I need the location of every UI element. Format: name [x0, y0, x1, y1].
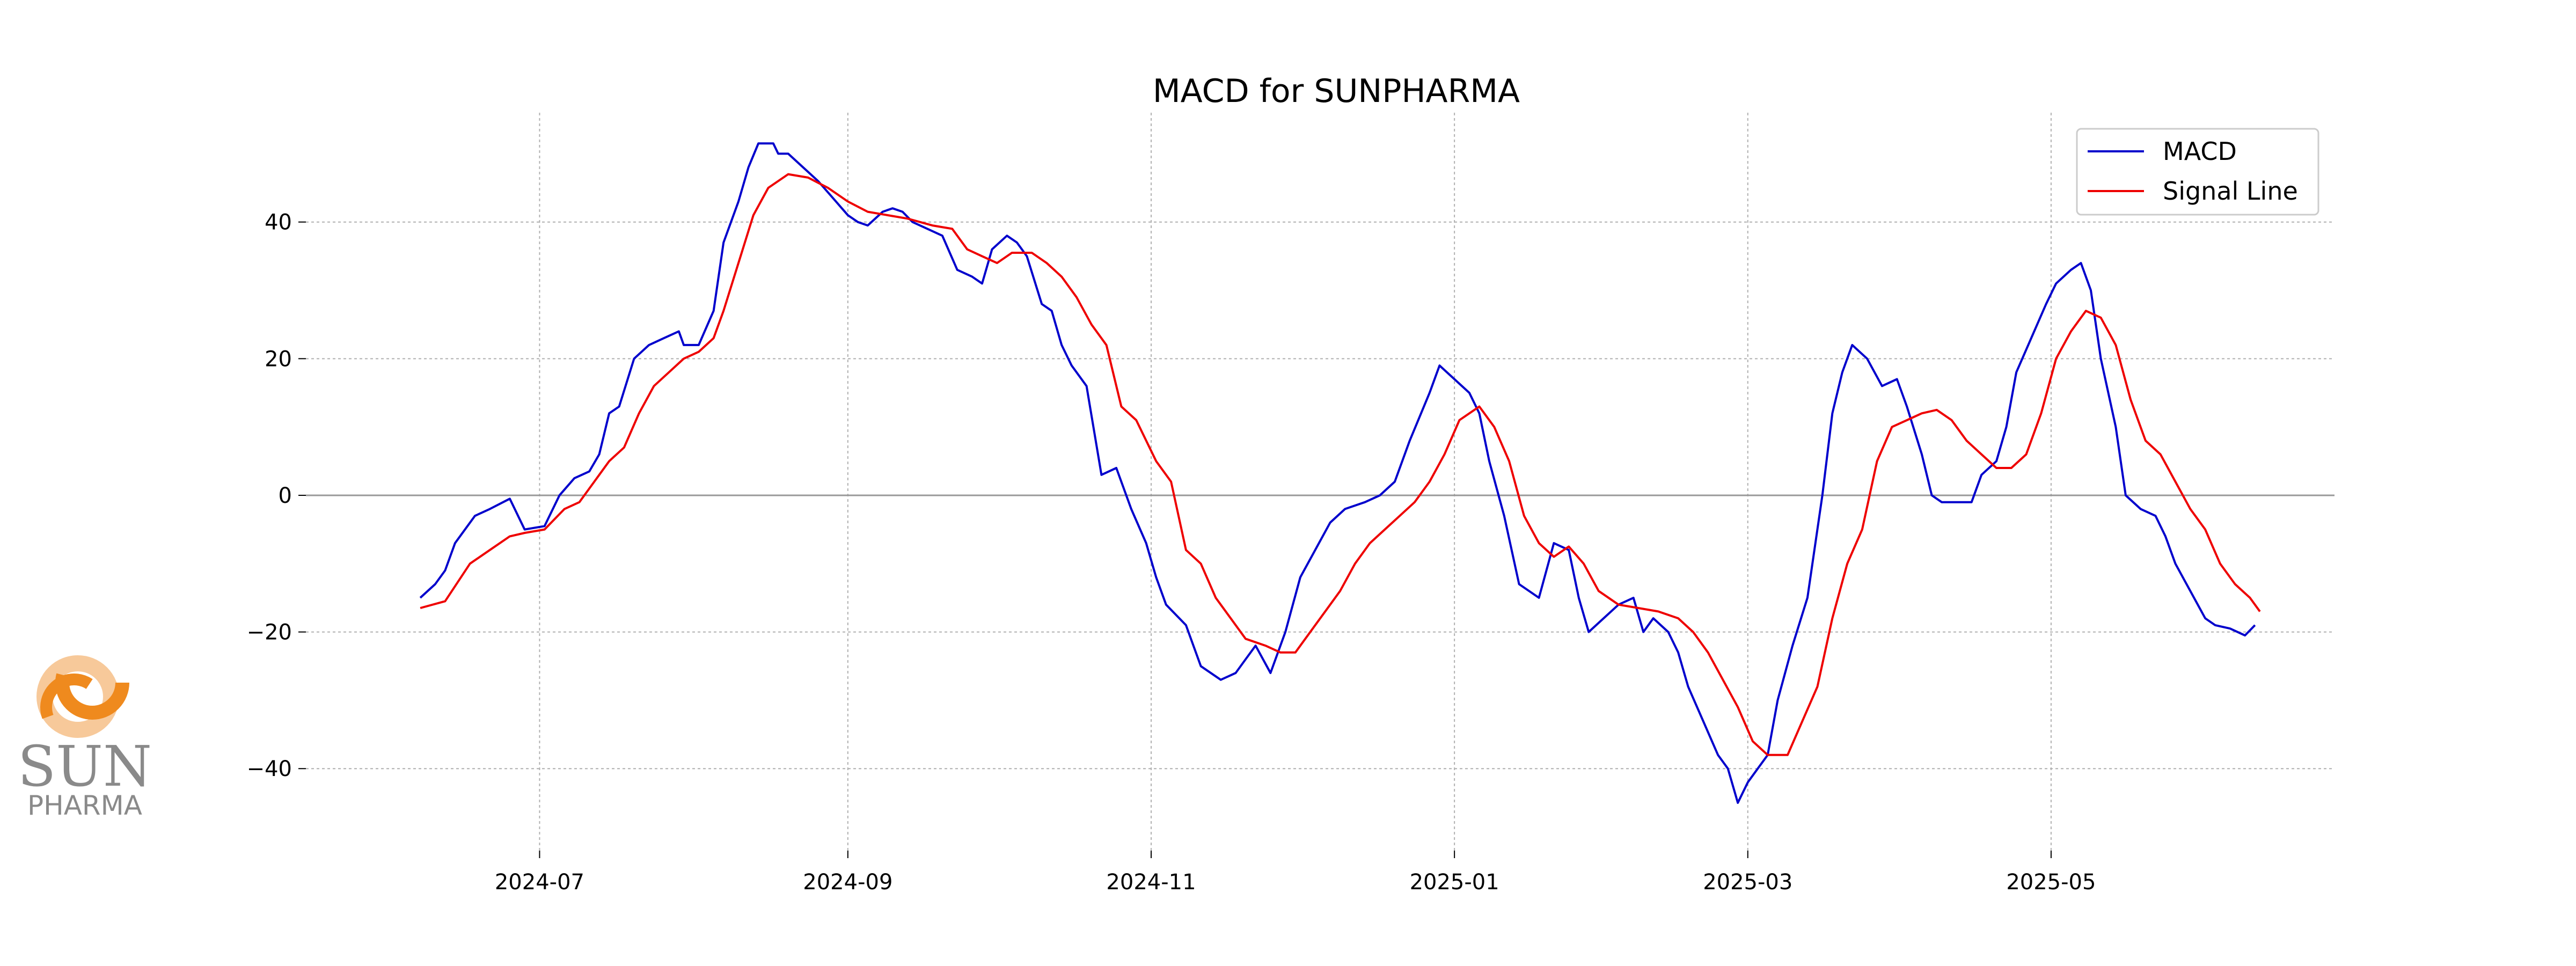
- grid-lines: [306, 113, 2334, 851]
- legend-label-macd: MACD: [2163, 137, 2237, 166]
- sun-pharma-logo: SUN PHARMA: [18, 646, 152, 821]
- y-tick-label: −40: [247, 757, 292, 781]
- x-axis-ticks: 2024-07 2024-09 2024-11 2025-01 2025-03 2025-…: [495, 851, 2096, 895]
- x-tick-label: 2025-03: [1703, 870, 1792, 895]
- x-tick-label: 2025-05: [2006, 870, 2096, 895]
- x-tick-label: 2024-09: [803, 870, 892, 895]
- x-tick-label: 2024-07: [495, 870, 584, 895]
- y-tick-label: −20: [247, 620, 292, 645]
- y-axis-ticks: 40 20 0 −20 −40: [247, 210, 306, 781]
- chart-title: MACD for SUNPHARMA: [1153, 72, 1520, 110]
- y-tick-label: 40: [265, 210, 292, 235]
- series-line-macd: [419, 142, 2256, 804]
- legend: MACD Signal Line: [2076, 128, 2319, 216]
- series-line-signal-line: [420, 173, 2261, 756]
- series-lines: [419, 142, 2261, 804]
- logo-text-pharma: PHARMA: [27, 790, 142, 821]
- x-tick-label: 2024-11: [1106, 870, 1196, 895]
- sun-logo-rings-icon: [36, 646, 129, 741]
- y-tick-label: 0: [279, 484, 292, 508]
- legend-label-signal-line: Signal Line: [2163, 177, 2298, 206]
- y-tick-label: 20: [265, 347, 292, 371]
- logo-text-sun: SUN: [18, 734, 152, 799]
- x-tick-label: 2025-01: [1410, 870, 1499, 895]
